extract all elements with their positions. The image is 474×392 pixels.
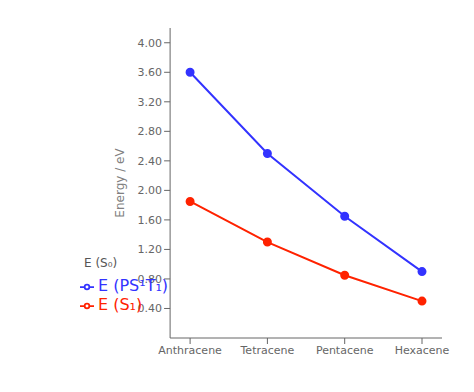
svg-text:3.60: 3.60 xyxy=(138,66,163,79)
svg-text:0.80: 0.80 xyxy=(138,273,163,286)
svg-text:Pentacene: Pentacene xyxy=(316,344,374,357)
svg-text:3.20: 3.20 xyxy=(138,96,163,109)
svg-text:1.20: 1.20 xyxy=(138,243,163,256)
svg-text:0.40: 0.40 xyxy=(138,302,163,315)
svg-text:Tetracene: Tetracene xyxy=(240,344,295,357)
svg-text:Energy / eV: Energy / eV xyxy=(113,148,127,218)
svg-text:2.40: 2.40 xyxy=(138,155,163,168)
svg-text:2.00: 2.00 xyxy=(138,184,163,197)
svg-text:1.60: 1.60 xyxy=(138,214,163,227)
svg-text:4.00: 4.00 xyxy=(138,37,163,50)
svg-text:2.80: 2.80 xyxy=(138,125,163,138)
svg-text:Anthracene: Anthracene xyxy=(158,344,222,357)
svg-text:Hexacene: Hexacene xyxy=(395,344,450,357)
